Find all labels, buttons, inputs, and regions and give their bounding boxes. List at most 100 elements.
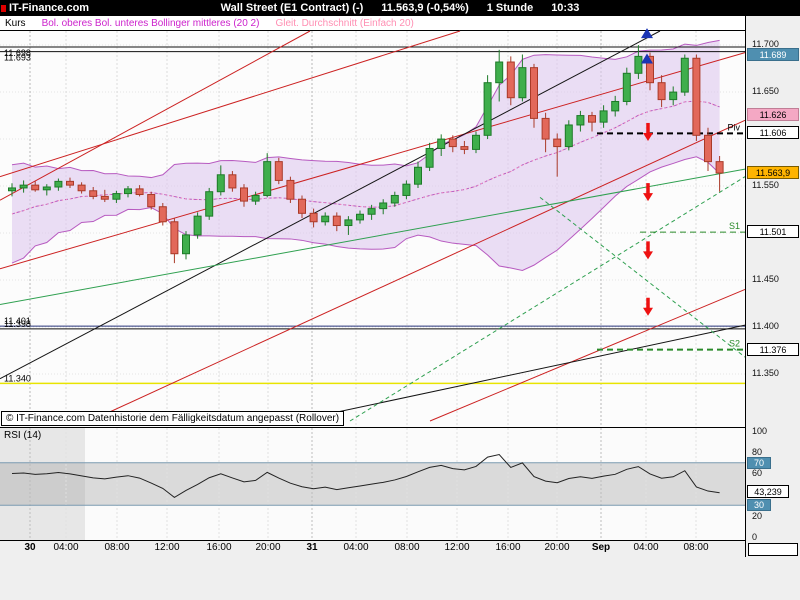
trend-line (429, 288, 746, 422)
candle (182, 234, 190, 255)
time-tick-label: 16:00 (206, 542, 232, 553)
candle (216, 174, 225, 193)
rsi-tick-label: 60 (752, 468, 763, 479)
time-axis[interactable]: 30 04:00 08:00 12:00 16:00 20:00 31 04:00 08:00 1… (0, 542, 745, 556)
level-label: 11.698 (4, 48, 31, 58)
rsi-panel[interactable]: RSI (14) (0, 428, 745, 541)
candle (518, 67, 527, 99)
time-tick-label: 04:00 (343, 542, 369, 553)
candle (460, 146, 469, 150)
candle (356, 213, 364, 221)
candle (135, 188, 144, 196)
candle (611, 100, 620, 112)
up-triangle-icon (641, 28, 653, 39)
down-arrow-icon (643, 251, 653, 260)
time-tick-label: 20:00 (544, 542, 570, 553)
price-badge: 11.689 (747, 48, 799, 62)
candle (390, 194, 399, 204)
level-label: 11.693 (4, 53, 31, 63)
price-axis[interactable]: 11.700 11.650 11.550 11.450 11.400 11.350 11.6… (745, 16, 800, 557)
price-tick-label: 11.650 (752, 86, 779, 97)
price-badge: 11.606 (747, 126, 799, 140)
candle (31, 184, 40, 191)
candle (89, 190, 98, 197)
price-badge: 11.376 (747, 342, 799, 356)
candle (495, 61, 504, 84)
timeframe-label: 1 Stunde (486, 2, 534, 14)
legend-bar: Kurs Bol. oberes Bol. unteres Bollinger … (0, 16, 745, 30)
candle (530, 67, 538, 119)
candle (634, 55, 643, 74)
candle (240, 187, 248, 202)
candle (576, 115, 585, 126)
price-tick-label: 11.400 (752, 321, 779, 332)
candle (321, 215, 330, 223)
candle (158, 206, 167, 223)
candle (332, 215, 341, 227)
candle (170, 221, 179, 255)
price-chart[interactable]: 11.698 11.693 11.401 11.398 11.340 Piv S1 S2 © … (0, 28, 746, 428)
rsi-tick-label: 0 (752, 532, 758, 542)
candles (8, 45, 724, 264)
time-tick-label: 30 (24, 542, 36, 553)
candle (704, 134, 712, 163)
trend-line (539, 196, 746, 358)
candle (622, 72, 631, 102)
candle (506, 61, 515, 99)
up-triangle-icon (641, 53, 653, 64)
down-arrow-icon (643, 132, 653, 141)
candle (286, 179, 295, 200)
bollinger-fill (12, 40, 720, 271)
markers (641, 28, 653, 316)
candle (414, 166, 422, 185)
time-tick-label: 12:00 (154, 542, 180, 553)
time-tick-label: Sep (591, 542, 611, 553)
time-tick-label: 04:00 (53, 542, 79, 553)
rsi-tick-label: 20 (752, 510, 763, 521)
pivot-label: S1 (729, 221, 740, 231)
instrument-title: Wall Street (E1 Contract) (-) (220, 2, 364, 14)
level-label: 11.340 (4, 373, 31, 383)
candle (588, 115, 596, 123)
candle (100, 195, 109, 200)
candle (298, 198, 306, 214)
down-arrow-icon (643, 193, 653, 202)
candle (309, 212, 318, 223)
candle (541, 117, 550, 140)
level-label: 11.398 (4, 319, 31, 329)
time-tick-label: 08:00 (104, 542, 130, 553)
legend-bollinger: Bol. oberes Bol. unteres Bollinger mittl… (41, 17, 260, 29)
candle (77, 184, 86, 192)
bollinger-lower (11, 156, 720, 271)
time-tick-label: 04:00 (633, 542, 659, 553)
candle (692, 57, 701, 136)
candle (19, 184, 28, 189)
candle (112, 193, 121, 200)
candle (228, 174, 237, 189)
legend-kurs: Kurs (5, 17, 26, 29)
price-badge: 11.626 (747, 107, 799, 121)
price-badge: 11.563,9 (747, 165, 799, 179)
level-label: 11.401 (4, 316, 31, 326)
candle (263, 161, 272, 196)
candle (680, 57, 689, 93)
trend-line (0, 52, 746, 270)
price-tick-label: 11.700 (752, 39, 779, 50)
rsi-level-badge: 30 (747, 499, 771, 512)
trend-line (0, 30, 661, 380)
time-tick-label: 08:00 (683, 542, 709, 553)
trend-line (294, 324, 746, 422)
candle (42, 186, 51, 191)
candle (344, 219, 353, 227)
rsi-indicator-label: RSI (14) (4, 430, 42, 441)
time-tick-label: 31 (306, 542, 318, 553)
candle (251, 194, 260, 202)
candle (367, 208, 376, 215)
rsi-plot[interactable] (0, 428, 745, 540)
clock: 10:33 (551, 2, 580, 14)
brand-label: IT-Finance.com (9, 2, 90, 14)
candle (715, 161, 724, 174)
candle (553, 138, 562, 148)
